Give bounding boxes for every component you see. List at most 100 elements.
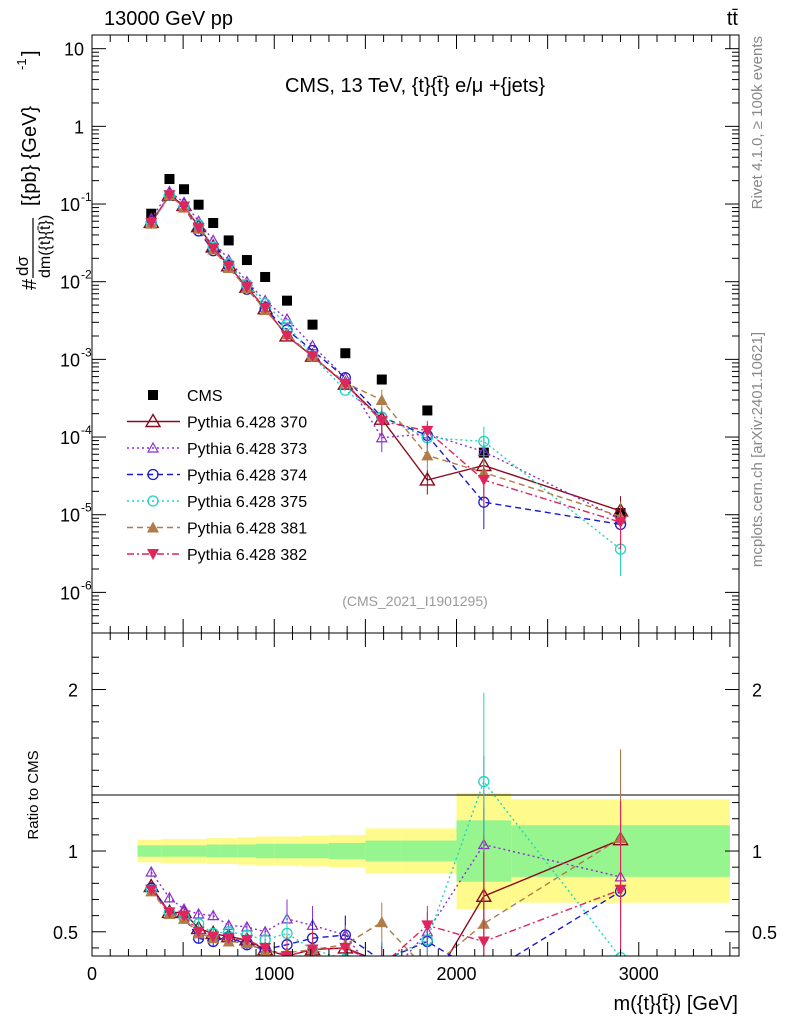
- data-point: [421, 449, 434, 461]
- y-label-denominator: dm({t}{t̄}): [37, 215, 54, 278]
- main-y-tick-exponent: -3: [81, 345, 92, 359]
- uncertainty-band-stat: [274, 843, 302, 859]
- ratio-point: [378, 955, 385, 956]
- ratio-axis-ticks: 0.5 0.5 1 1 2 2 0 1000 2000 3000: [53, 633, 777, 984]
- legend-label: Pythia 6.428 382: [187, 547, 307, 564]
- data-point: [280, 312, 294, 324]
- data-point: [375, 393, 388, 405]
- uncertainty-band-stat: [194, 845, 207, 857]
- data-point: [375, 431, 388, 443]
- ratio-point: [421, 920, 434, 932]
- legend-item: Pythia 6.428 375: [127, 494, 307, 511]
- ratio-point: [259, 942, 272, 954]
- ratio-point: [421, 965, 433, 976]
- legend-marker: [146, 441, 160, 453]
- ratio-point: [477, 936, 490, 948]
- main-y-tick-exponent: -2: [81, 268, 92, 282]
- main-title: CMS, 13 TeV, {t}{t̄} e/μ +{jets}: [285, 75, 545, 97]
- main-y-tick-label: 10: [60, 195, 80, 215]
- uncertainty-band-stat: [137, 845, 162, 857]
- data-point: [376, 374, 387, 385]
- main-y-tick-exponent: -5: [81, 501, 92, 515]
- series-pythia-382: [145, 190, 627, 550]
- legend-label: CMS: [187, 388, 223, 405]
- ratio-point: [178, 910, 191, 922]
- ratio-point: [420, 985, 434, 997]
- legend-marker: [144, 413, 162, 428]
- data-point: [241, 255, 252, 266]
- ratio-point: [222, 933, 235, 945]
- data-point: [478, 435, 490, 448]
- main-frame: [91, 34, 740, 634]
- main-y-tick-label: 10: [60, 350, 80, 370]
- data-point: [208, 217, 219, 228]
- ratio-point: [614, 884, 627, 896]
- x-tick-label: 1000: [254, 964, 294, 984]
- main-y-tick-label: 10: [64, 40, 84, 60]
- header-right: tt̄: [727, 8, 739, 30]
- data-point: [614, 517, 627, 529]
- series-line: [150, 190, 621, 520]
- ratio-point: [207, 909, 220, 921]
- ratio-series-382: [145, 800, 627, 956]
- ratio-y-tick-label-right: 2: [752, 681, 762, 701]
- ratio-point: [192, 907, 205, 919]
- legend-item: Pythia 6.428 382: [127, 547, 307, 564]
- ratio-point: [339, 942, 352, 954]
- ratio-line: [150, 889, 621, 956]
- data-point: [145, 217, 158, 229]
- ratio-frame: [91, 632, 740, 957]
- legend-item: Pythia 6.428 373: [127, 441, 307, 458]
- ratio-point: [478, 775, 490, 788]
- uncertainty-band-stat: [161, 845, 180, 857]
- series-pythia-373: [145, 185, 627, 546]
- ratio-point: [479, 970, 489, 980]
- ratio-point: [375, 916, 388, 928]
- ratio-y-tick-label-right: 1: [752, 842, 762, 862]
- legend-label: Pythia 6.428 375: [187, 494, 307, 511]
- ratio-panel: 0.5 0.5 1 1 2 2 0 1000 2000 3000 Ratio to CMS m({…: [25, 632, 777, 1015]
- data-point: [306, 351, 319, 363]
- x-tick-label: 2000: [436, 964, 476, 984]
- y-label-prefix: #: [19, 278, 41, 290]
- legend-marker: [147, 549, 159, 560]
- y-label-suffix: [{pb} {GeV}: [19, 106, 41, 206]
- data-point: [178, 201, 191, 213]
- main-y-tick-label: 10: [60, 583, 80, 603]
- data-point: [339, 379, 352, 391]
- data-point: [281, 330, 294, 342]
- series-line: [150, 194, 621, 512]
- legend: CMS Pythia 6.428 370 Pythia 6.428 373 Pythi…: [127, 388, 307, 564]
- series-cms: [146, 173, 626, 519]
- main-y-tick-label: 10: [60, 273, 80, 293]
- legend-item: CMS: [148, 388, 223, 405]
- data-point: [164, 173, 175, 184]
- ratio-y-axis-label: Ratio to CMS: [25, 750, 42, 839]
- main-y-tick-exponent: -6: [81, 578, 92, 592]
- data-point: [207, 243, 220, 255]
- data-point: [421, 425, 434, 437]
- ratio-point: [145, 884, 158, 896]
- ratio-point: [378, 955, 385, 956]
- data-point: [259, 302, 272, 314]
- data-point: [375, 416, 388, 428]
- legend-marker: [147, 521, 159, 533]
- analysis-id: (CMS_2021_I1901295): [342, 593, 488, 609]
- data-point: [422, 405, 433, 416]
- main-y-tick-label: 10: [60, 428, 80, 448]
- legend-label: Pythia 6.428 381: [187, 521, 307, 538]
- main-y-axis-label: # dσ dm({t}{t̄}) [{pb} {GeV} -1 ]: [13, 50, 54, 290]
- ratio-point: [207, 931, 220, 943]
- uncertainty-band-stat: [365, 840, 402, 862]
- mcplots-label: mcplots.cern.ch [arXiv:2401.10621]: [749, 332, 766, 567]
- uncertainty-band-stat: [256, 843, 275, 859]
- ratio-y-tick-label: 0.5: [53, 923, 78, 943]
- uncertainty-band-stat: [237, 844, 257, 858]
- data-point: [193, 199, 204, 210]
- ratio-point: [281, 951, 294, 956]
- main-series: [143, 173, 629, 577]
- series-line: [150, 194, 621, 550]
- data-point: [240, 282, 253, 294]
